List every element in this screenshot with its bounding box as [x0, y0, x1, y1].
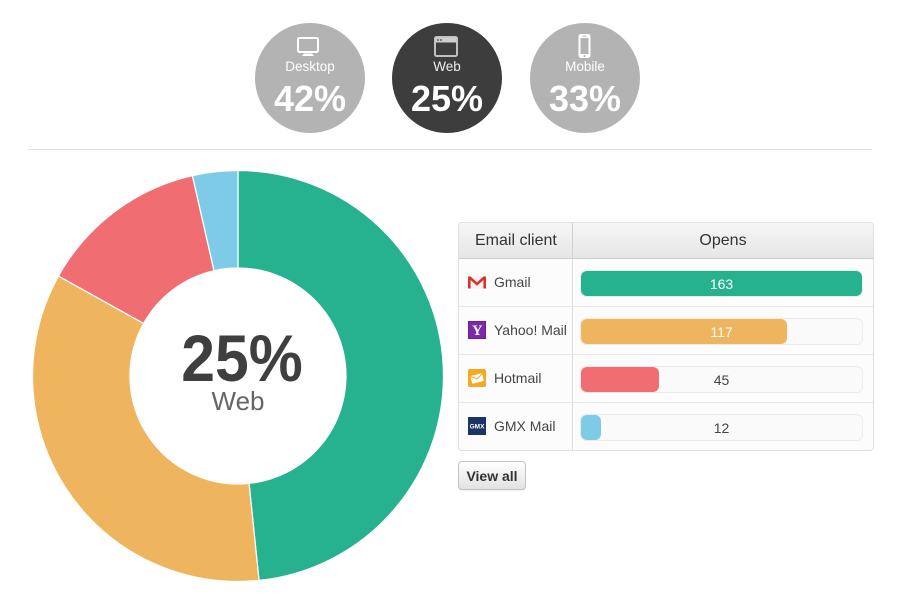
svg-text:GMX: GMX — [470, 424, 485, 431]
svg-text:Y: Y — [472, 323, 483, 339]
